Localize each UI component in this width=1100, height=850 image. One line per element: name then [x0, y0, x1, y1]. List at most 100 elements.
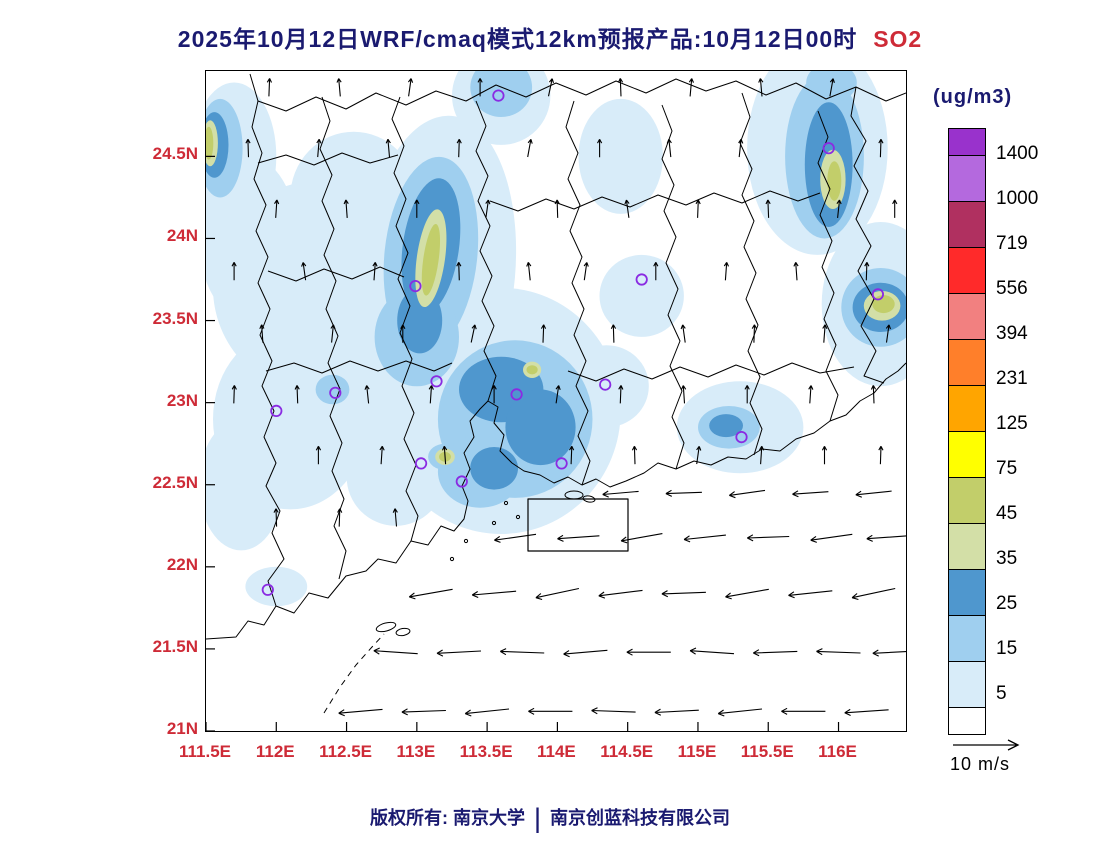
wind-arrow — [500, 648, 545, 656]
colorbar-swatch — [949, 386, 985, 432]
station-marker — [455, 475, 468, 488]
city-boundary — [267, 266, 405, 282]
wind-vectors-layer — [231, 78, 906, 717]
wind-arrow — [294, 385, 300, 404]
wind-arrow — [245, 138, 251, 158]
city-boundary — [319, 96, 347, 580]
wind-arrow — [665, 489, 702, 497]
wind-arrow — [717, 708, 763, 717]
x-axis-label: 111.5E — [178, 742, 231, 761]
wind-arrow — [491, 385, 497, 404]
wind-arrow — [591, 707, 636, 715]
wind-arrow — [373, 647, 418, 655]
wind-arrow — [695, 199, 701, 218]
wind-arrow — [788, 590, 833, 599]
wind-arrow — [597, 138, 603, 158]
wind-arrow — [866, 534, 906, 542]
station-marker — [430, 375, 443, 388]
wind-arrow — [494, 533, 537, 543]
so2-region-level-25 — [505, 389, 576, 466]
province-boundary-north — [257, 78, 906, 112]
wind-arrow — [563, 649, 608, 658]
wind-arrow — [781, 707, 826, 715]
so2-region-level-5 — [599, 254, 684, 337]
wind-arrow — [792, 490, 829, 498]
wind-arrow — [598, 589, 643, 599]
wind-arrow — [273, 508, 279, 527]
island — [582, 495, 596, 503]
islet — [449, 556, 455, 562]
wind-arrow — [343, 199, 349, 218]
wind-arrow — [477, 78, 483, 97]
x-axis-label: 112.5E — [319, 742, 373, 761]
wind-arrow — [266, 78, 272, 97]
map-canvas — [206, 71, 906, 731]
colorbar-swatch — [949, 202, 985, 248]
wind-arrow — [610, 324, 617, 343]
wind-arrow — [555, 385, 561, 404]
wind-arrow — [470, 324, 477, 343]
station-marker — [822, 142, 835, 155]
station-marker — [635, 273, 648, 286]
islet — [515, 514, 521, 520]
wind-arrow — [870, 385, 877, 404]
wind-arrow — [408, 588, 453, 600]
wind-arrow — [602, 490, 639, 498]
wind-arrow — [654, 708, 699, 716]
so2-region-level-15 — [470, 71, 533, 117]
wind-arrow — [583, 262, 589, 281]
wind-arrow — [330, 324, 336, 343]
title-main: 2025年10月12日WRF/cmaq模式12km预报产品:10月12日00时 — [177, 26, 858, 52]
wind-arrow — [751, 324, 757, 343]
so2-region-level-45 — [526, 365, 538, 375]
wind-arrow — [407, 78, 414, 97]
wind-arrow — [436, 649, 482, 657]
x-axis-label: 114E — [537, 742, 576, 761]
station-marker — [555, 457, 568, 470]
so2-region-level-5 — [206, 419, 284, 551]
colorbar-tick-label: 719 — [996, 233, 1028, 254]
island — [375, 621, 397, 633]
wind-arrow — [864, 262, 870, 281]
x-axis-label: 113E — [396, 742, 436, 761]
colorbar-tick-label: 394 — [996, 323, 1028, 344]
city-boundary — [489, 190, 821, 212]
colorbar-swatches — [948, 128, 986, 735]
city-boundary — [265, 360, 453, 374]
city-boundary — [475, 100, 497, 402]
wind-arrow — [878, 138, 884, 158]
colorbar-swatch — [949, 340, 985, 386]
wind-arrow — [379, 445, 385, 465]
city-boundary — [257, 152, 399, 166]
wind-arrow — [456, 138, 462, 158]
wind-arrow — [485, 199, 491, 218]
so2-region-level-5 — [578, 98, 663, 214]
x-axis-label: 112E — [255, 742, 295, 761]
wind-arrow — [441, 445, 448, 465]
x-axis-label: 115E — [677, 742, 717, 761]
wind-arrow — [728, 489, 766, 499]
wind-legend-label: 10 m/s — [950, 754, 1011, 774]
y-axis-label: 22.5N — [152, 472, 198, 492]
wind-arrow — [753, 649, 798, 657]
station-marker — [409, 280, 422, 293]
colorbar-tick-label: 15 — [996, 638, 1018, 659]
wind-arrow — [392, 508, 398, 527]
copyright-left: 版权所有: 南京大学 — [369, 808, 525, 828]
wind-reference-arrow — [953, 739, 1020, 751]
wind-arrow — [680, 385, 687, 404]
station-marker — [270, 404, 283, 417]
wind-arrow — [844, 708, 889, 717]
so2-region-level-25 — [709, 414, 743, 438]
wind-arrow — [414, 199, 420, 218]
wind-arrow — [274, 199, 280, 218]
wind-arrow — [829, 78, 835, 97]
wind-arrow — [231, 262, 237, 281]
wind-arrow — [554, 199, 560, 218]
wind-arrow — [855, 490, 892, 498]
colorbar-swatch — [949, 524, 985, 570]
wind-arrow — [666, 138, 672, 158]
wind-arrow — [661, 590, 706, 598]
wind-arrow — [316, 138, 322, 158]
so2-region-level-45 — [206, 126, 214, 160]
